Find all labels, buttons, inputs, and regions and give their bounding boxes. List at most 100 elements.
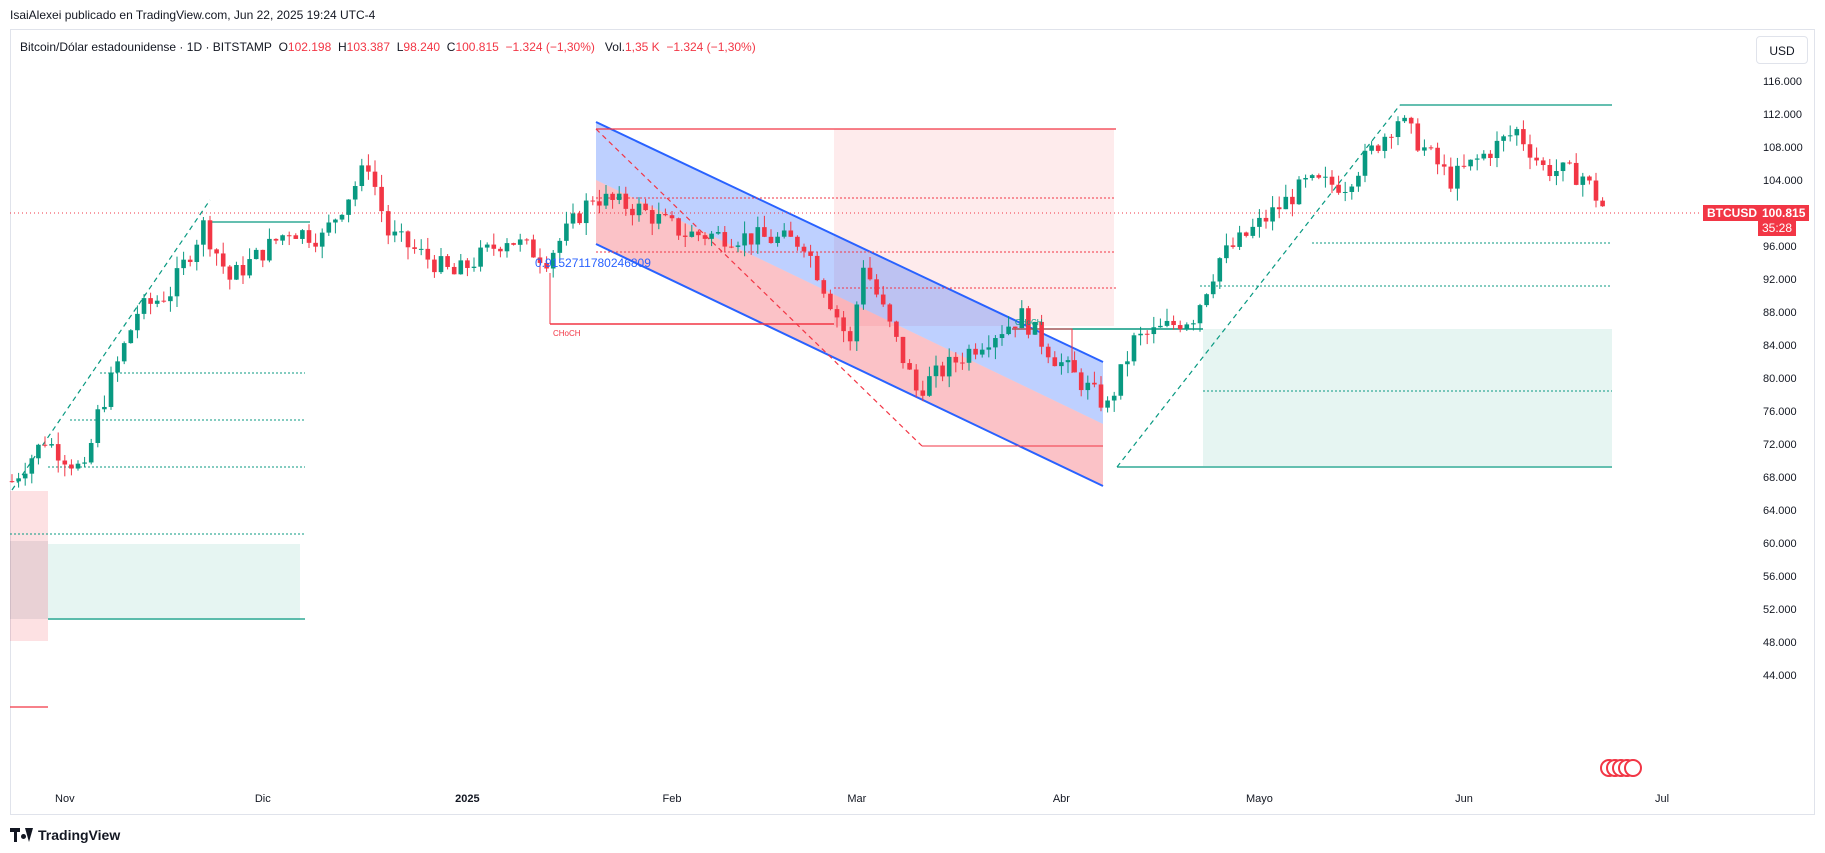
candle-body bbox=[1415, 123, 1421, 151]
candle-body bbox=[1356, 175, 1361, 187]
candle-body bbox=[62, 460, 68, 465]
xtick-label: Jul bbox=[1655, 793, 1669, 805]
candle-body bbox=[1554, 171, 1559, 177]
channel-upper-band bbox=[596, 122, 1103, 424]
candle-body bbox=[1329, 176, 1335, 185]
candle-body bbox=[656, 214, 662, 224]
candle-body bbox=[1408, 117, 1414, 124]
candle-body bbox=[412, 247, 417, 249]
xtick-label: Dic bbox=[255, 793, 271, 805]
ticker-badge: BTCUSD bbox=[1703, 205, 1761, 221]
candle-body bbox=[280, 235, 285, 241]
candle-body bbox=[319, 232, 325, 247]
candle-body bbox=[722, 232, 728, 247]
candle-body bbox=[1283, 196, 1289, 210]
candle-body bbox=[333, 219, 338, 223]
candle-body bbox=[894, 321, 899, 337]
candle-body bbox=[867, 267, 873, 280]
candle-body bbox=[352, 186, 358, 200]
candle-body bbox=[1019, 308, 1025, 329]
candle-body bbox=[438, 256, 444, 273]
candle-body bbox=[1065, 360, 1071, 363]
ytick-label: 52.000 bbox=[1763, 604, 1797, 616]
candle-body bbox=[1382, 136, 1388, 151]
low-label: L bbox=[396, 40, 404, 54]
candle-body bbox=[590, 200, 596, 202]
candle-body bbox=[300, 230, 305, 239]
choch-marker-line bbox=[1012, 328, 1073, 373]
ytick-label: 80.000 bbox=[1763, 373, 1797, 385]
candle-body bbox=[1072, 360, 1077, 373]
candle-body bbox=[742, 233, 747, 246]
candle-body bbox=[1349, 186, 1355, 192]
candle-body bbox=[1210, 281, 1216, 295]
candle-body bbox=[1309, 175, 1315, 178]
candle-body bbox=[1448, 166, 1454, 189]
candle-body bbox=[1098, 384, 1104, 408]
candle-body bbox=[326, 222, 332, 233]
ytick-label: 76.000 bbox=[1763, 406, 1797, 418]
currency-button[interactable]: USD bbox=[1756, 36, 1808, 64]
symbol-name[interactable]: Bitcoin/Dólar estadounidense · 1D · BITS… bbox=[20, 40, 272, 54]
ytick-label: 56.000 bbox=[1763, 571, 1797, 583]
candle-body bbox=[478, 247, 483, 267]
candle-body bbox=[121, 343, 127, 362]
candle-body bbox=[913, 369, 919, 391]
candle-body bbox=[1257, 217, 1262, 227]
candle-body bbox=[1164, 320, 1170, 326]
candle-body bbox=[1012, 326, 1018, 329]
candle-body bbox=[161, 300, 167, 302]
candle-body bbox=[1085, 382, 1091, 391]
candle-body bbox=[630, 208, 635, 216]
candles-layer bbox=[9, 115, 1605, 488]
ytick-label: 88.000 bbox=[1763, 307, 1797, 319]
economic-events-icon[interactable] bbox=[1600, 759, 1660, 777]
ytick-label: 68.000 bbox=[1763, 472, 1797, 484]
ytick-label: 84.000 bbox=[1763, 340, 1797, 352]
candle-body bbox=[1494, 140, 1500, 159]
candle-body bbox=[524, 239, 530, 241]
tradingview-brand[interactable]: TradingView bbox=[10, 827, 120, 843]
candle-body bbox=[1237, 232, 1242, 247]
candle-body bbox=[1580, 176, 1586, 185]
candle-body bbox=[755, 227, 761, 245]
candle-body bbox=[181, 259, 186, 269]
candle-body bbox=[141, 298, 147, 314]
change-value: −1.324 (−1,30%) bbox=[505, 40, 595, 54]
volume-value: 1,35 K bbox=[624, 40, 660, 54]
candle-body bbox=[227, 266, 233, 280]
candle-body bbox=[537, 257, 543, 263]
candle-body bbox=[1125, 361, 1130, 365]
candle-body bbox=[1428, 147, 1434, 149]
levels-layer bbox=[10, 104, 1700, 708]
candle-body bbox=[174, 268, 180, 297]
candle-body bbox=[762, 227, 767, 237]
candle-body bbox=[927, 376, 932, 396]
candle-body bbox=[1521, 129, 1526, 145]
candle-body bbox=[108, 372, 114, 407]
candle-body bbox=[550, 252, 556, 269]
candle-body bbox=[49, 444, 54, 446]
ytick-label: 60.000 bbox=[1763, 538, 1797, 550]
candle-body bbox=[841, 317, 846, 332]
candle-body bbox=[1032, 321, 1038, 335]
candle-body bbox=[986, 347, 992, 350]
candle-body bbox=[1488, 153, 1493, 159]
candle-body bbox=[1402, 117, 1407, 122]
candle-body bbox=[920, 390, 926, 396]
candle-body bbox=[1395, 121, 1401, 138]
candle-body bbox=[1006, 326, 1011, 335]
candle-body bbox=[471, 266, 477, 268]
zigzag-up-1 bbox=[11, 199, 211, 491]
candle-body bbox=[1389, 136, 1394, 138]
candle-body bbox=[194, 244, 200, 262]
candle-body bbox=[1131, 335, 1137, 362]
candle-body bbox=[1435, 147, 1440, 165]
candle-body bbox=[1111, 395, 1117, 401]
candle-body bbox=[445, 256, 450, 267]
candle-body bbox=[187, 259, 193, 262]
candle-body bbox=[814, 255, 820, 281]
candle-body bbox=[88, 442, 94, 463]
zones-layer bbox=[10, 121, 1612, 641]
